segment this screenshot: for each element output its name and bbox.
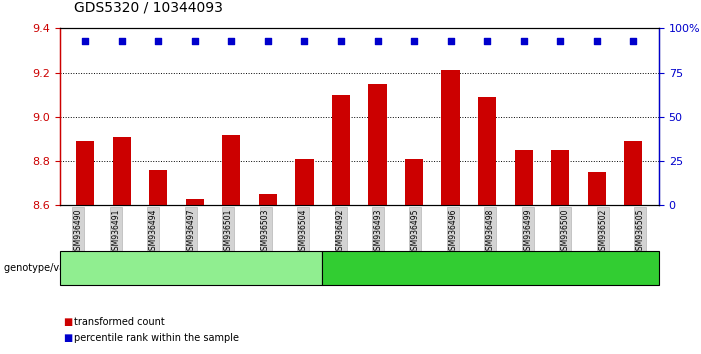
- Text: ■: ■: [63, 333, 72, 343]
- Point: [628, 38, 639, 44]
- Text: Pdgf-c transgenic: Pdgf-c transgenic: [142, 263, 239, 273]
- Text: percentile rank within the sample: percentile rank within the sample: [74, 333, 238, 343]
- Bar: [76, 141, 95, 205]
- Point: [79, 38, 90, 44]
- Text: GSM936498: GSM936498: [486, 209, 495, 255]
- Text: GSM936499: GSM936499: [524, 209, 532, 255]
- Point: [482, 38, 493, 44]
- Bar: [113, 137, 131, 205]
- Point: [299, 38, 310, 44]
- Text: GSM936497: GSM936497: [186, 209, 195, 255]
- Point: [335, 38, 346, 44]
- Text: GSM936502: GSM936502: [598, 209, 607, 255]
- Point: [189, 38, 200, 44]
- Text: GSM936493: GSM936493: [374, 209, 383, 255]
- Bar: [259, 194, 277, 205]
- Text: GSM936494: GSM936494: [149, 209, 158, 255]
- Point: [409, 38, 420, 44]
- Bar: [515, 150, 533, 205]
- Bar: [369, 84, 387, 205]
- Bar: [624, 141, 643, 205]
- Text: GSM936492: GSM936492: [336, 209, 345, 255]
- Bar: [222, 135, 240, 205]
- Point: [153, 38, 164, 44]
- Point: [518, 38, 529, 44]
- Text: GSM936501: GSM936501: [224, 209, 233, 255]
- Point: [226, 38, 237, 44]
- Text: GSM936500: GSM936500: [561, 209, 570, 255]
- Bar: [186, 199, 204, 205]
- Text: wild type: wild type: [465, 263, 516, 273]
- Bar: [405, 159, 423, 205]
- Text: GSM936490: GSM936490: [74, 209, 83, 255]
- Text: GDS5320 / 10344093: GDS5320 / 10344093: [74, 0, 222, 14]
- Bar: [332, 95, 350, 205]
- Point: [372, 38, 383, 44]
- Point: [116, 38, 128, 44]
- Bar: [149, 170, 168, 205]
- Text: GSM936503: GSM936503: [261, 209, 270, 255]
- Text: GSM936496: GSM936496: [449, 209, 458, 255]
- Bar: [551, 150, 569, 205]
- Text: GSM936505: GSM936505: [636, 209, 645, 255]
- Text: ■: ■: [63, 317, 72, 327]
- Bar: [442, 70, 460, 205]
- Text: GSM936504: GSM936504: [299, 209, 308, 255]
- Text: transformed count: transformed count: [74, 317, 164, 327]
- Text: GSM936491: GSM936491: [111, 209, 121, 255]
- Bar: [295, 159, 313, 205]
- Point: [445, 38, 456, 44]
- Point: [591, 38, 602, 44]
- Text: genotype/variation ▶: genotype/variation ▶: [4, 263, 107, 273]
- Bar: [587, 172, 606, 205]
- Text: GSM936495: GSM936495: [411, 209, 420, 255]
- Point: [262, 38, 273, 44]
- Bar: [478, 97, 496, 205]
- Point: [554, 38, 566, 44]
